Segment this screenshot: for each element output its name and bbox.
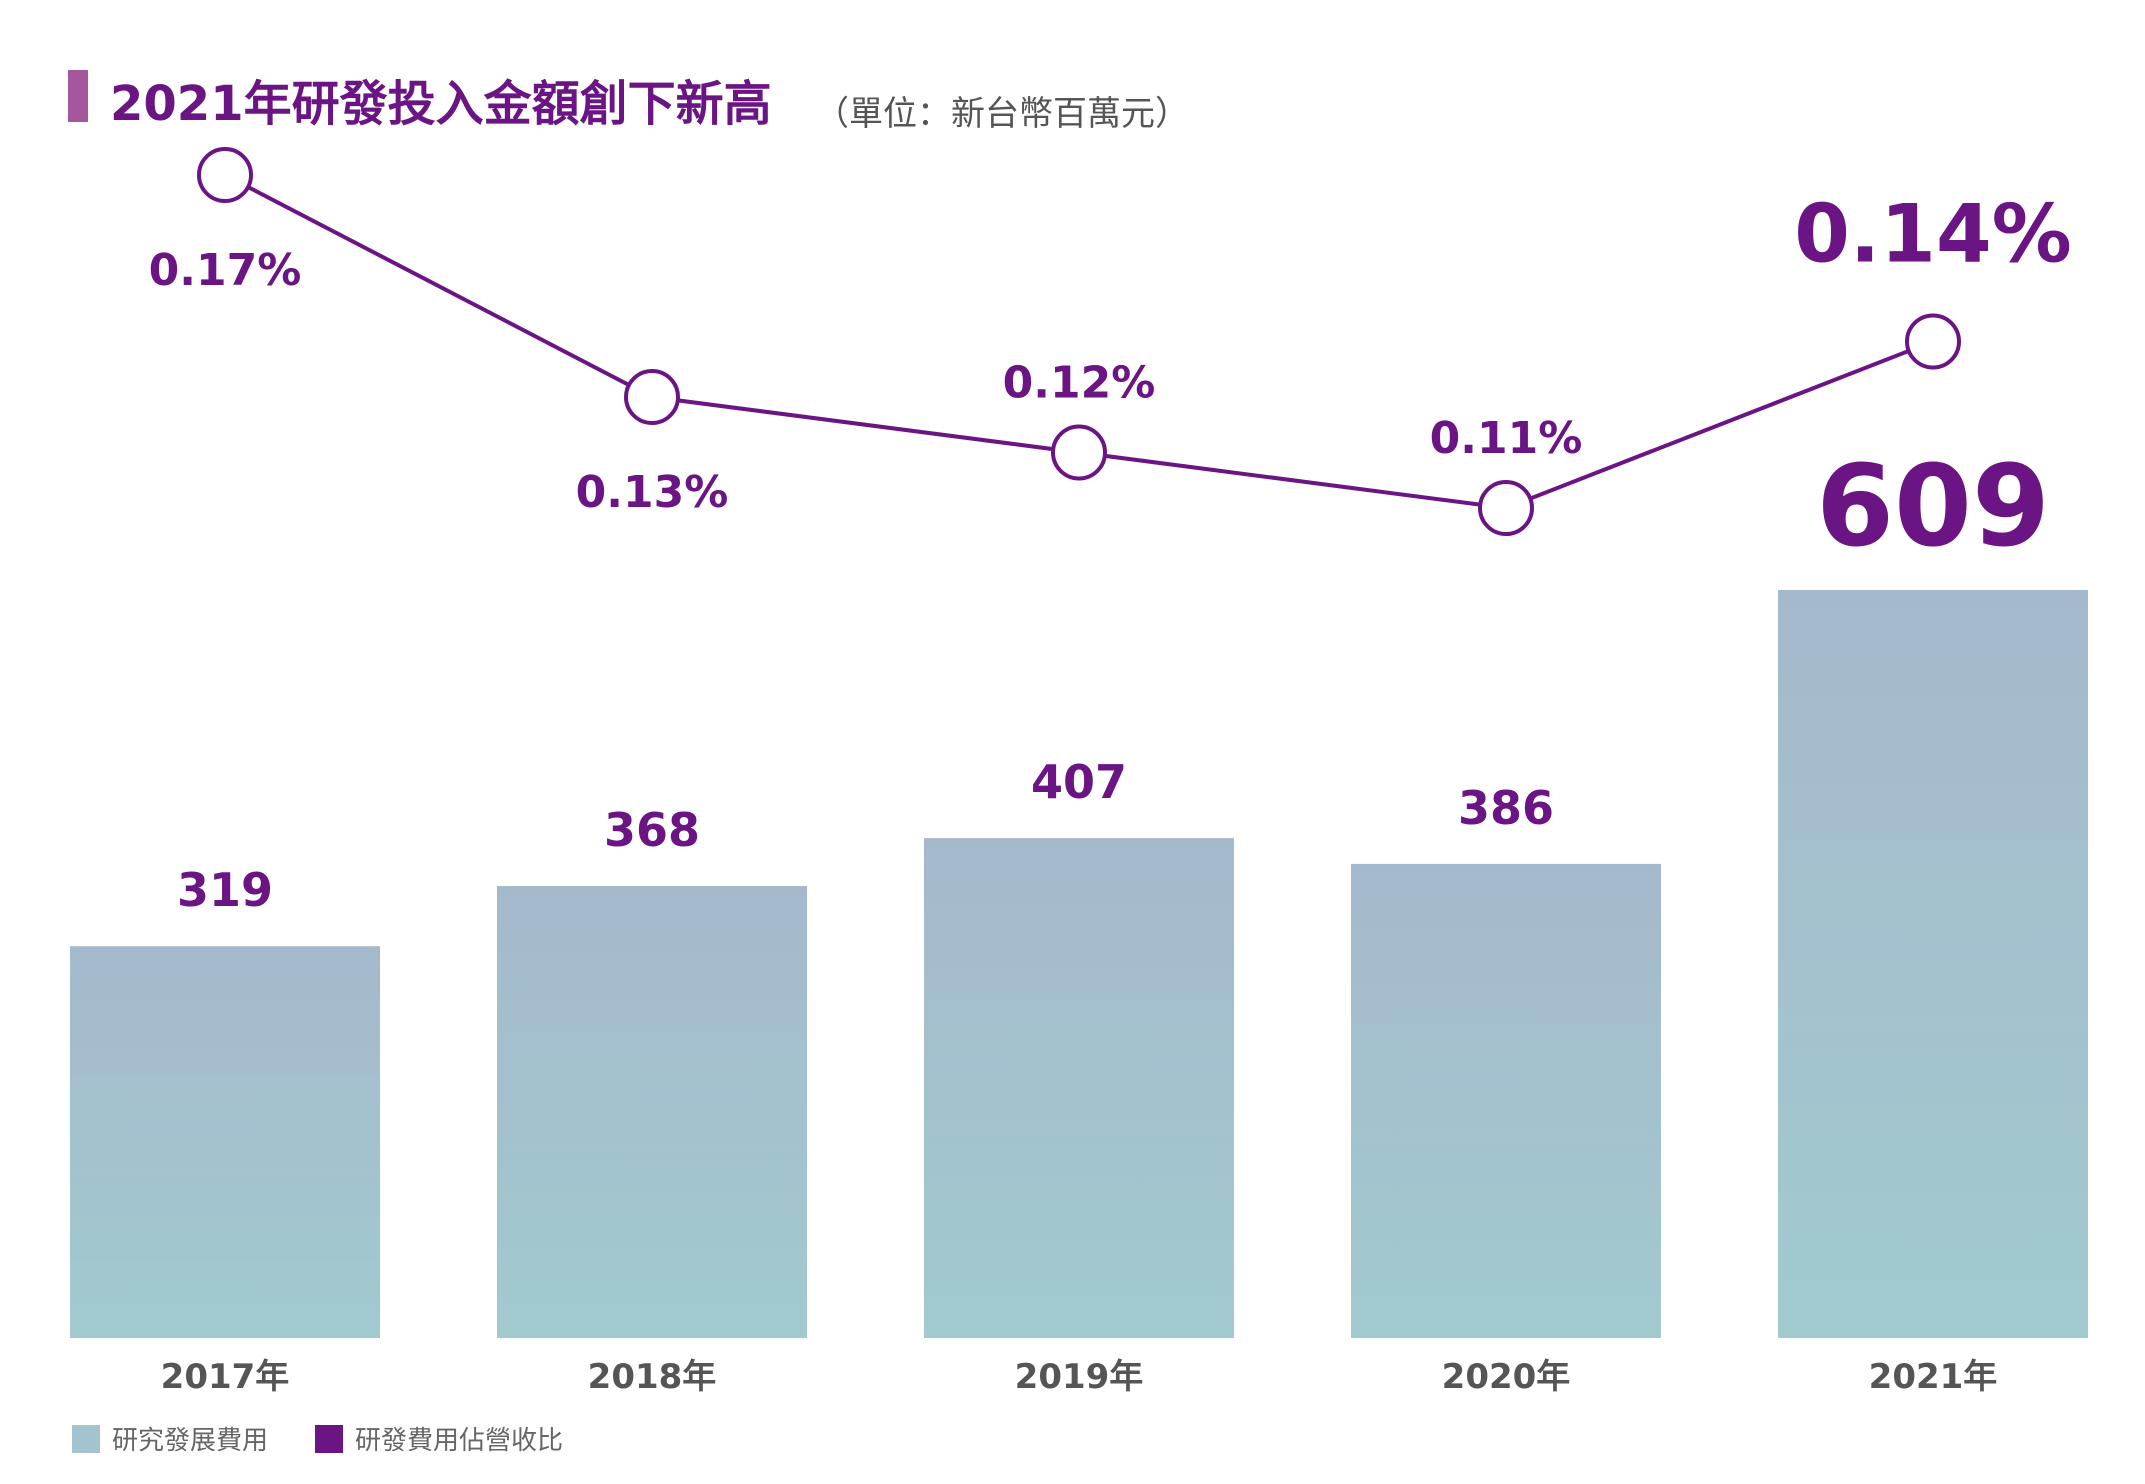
- bar-value-label-4: 609: [1816, 442, 2050, 572]
- legend-swatch-bar: [72, 1424, 100, 1453]
- unit-note: （單位：新台幣百萬元）: [815, 94, 1189, 134]
- bar-value-label-3: 386: [1458, 781, 1554, 835]
- bar-4: [1778, 590, 2088, 1338]
- legend-item-bar: 研究發展費用: [72, 1420, 268, 1457]
- line-point-1: [624, 369, 680, 425]
- x-tick-label-2: 2019年: [1015, 1357, 1144, 1397]
- line-value-label-0: 0.17%: [149, 245, 302, 296]
- legend-item-line: 研發費用佔營收比: [315, 1420, 563, 1457]
- line-value-label-2: 0.12%: [1003, 358, 1156, 409]
- legend-label-bar: 研究發展費用: [112, 1426, 269, 1456]
- bar-1: [497, 886, 807, 1338]
- line-value-label-4: 0.14%: [1794, 188, 2072, 281]
- bar-value-label-1: 368: [604, 803, 700, 857]
- bar-0: [70, 946, 380, 1338]
- line-point-4: [1905, 313, 1961, 370]
- legend-label-line: 研發費用佔營收比: [355, 1426, 564, 1456]
- bar-series: [70, 590, 2088, 1338]
- title-accent-bar: [68, 70, 88, 122]
- line-point-2: [1051, 424, 1107, 481]
- x-tick-label-0: 2017年: [161, 1357, 290, 1397]
- x-tick-label-3: 2020年: [1442, 1357, 1571, 1397]
- bar-2: [924, 838, 1234, 1338]
- line-point-3: [1478, 480, 1534, 536]
- data-labels: 319 2017年 368 2018年 407 2019年 386 2020年 609 2021年…: [149, 188, 2072, 1398]
- bar-value-label-0: 319: [177, 863, 273, 917]
- x-tick-label-1: 2018年: [588, 1357, 717, 1397]
- line-value-label-1: 0.13%: [576, 467, 729, 518]
- chart-title: 2021年研發投入金額創下新高: [110, 76, 772, 132]
- line-point-0: [197, 147, 253, 203]
- line-value-label-3: 0.11%: [1430, 413, 1583, 464]
- line-series: [197, 147, 1961, 536]
- bar-3: [1351, 863, 1661, 1338]
- bar-value-label-2: 407: [1031, 755, 1127, 809]
- legend-swatch-line: [315, 1424, 343, 1453]
- x-tick-label-4: 2021年: [1869, 1357, 1998, 1397]
